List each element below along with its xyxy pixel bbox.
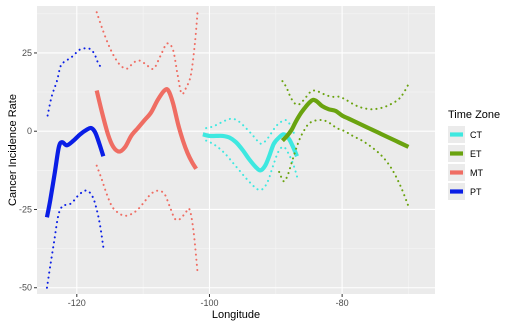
y-tick-label: 25 xyxy=(22,48,32,58)
y-tick-label: -25 xyxy=(19,204,32,214)
legend-label-et: ET xyxy=(470,149,482,159)
y-tick-label: -50 xyxy=(19,283,32,293)
series-pt-lower-bound xyxy=(45,189,105,289)
legend-label-ct: CT xyxy=(470,130,482,140)
legend-label-mt: MT xyxy=(470,168,483,178)
x-axis-ticks: -120 -100 -80 xyxy=(68,294,349,308)
grid-major xyxy=(37,6,435,294)
series-ct-upper-bound xyxy=(205,117,296,145)
series-et-fit-line xyxy=(280,97,410,149)
series-mt-upper-bound xyxy=(95,11,199,96)
x-tick-label: -80 xyxy=(336,298,349,308)
series-et-lower-bound xyxy=(278,118,410,208)
legend-title: Time Zone xyxy=(448,109,500,121)
x-tick-label: -120 xyxy=(68,298,86,308)
series-pt-fit-line xyxy=(44,125,106,218)
y-tick-label: 0 xyxy=(27,126,32,136)
x-axis-title: Longitude xyxy=(212,309,260,321)
series-ct-lower-bound xyxy=(205,139,299,191)
series-et-upper-bound xyxy=(281,80,410,111)
legend: Time Zone CT ET MT PT xyxy=(448,109,500,200)
series-ct-fit-line xyxy=(202,132,299,173)
legend-label-pt: PT xyxy=(470,187,482,197)
series-mt-fit-line xyxy=(94,87,198,170)
series-pt-upper-bound xyxy=(46,47,105,117)
y-axis-title: Cancer Incidence Rate xyxy=(7,94,19,206)
grid-minor xyxy=(37,6,435,294)
x-tick-label: -100 xyxy=(200,298,218,308)
series-layer xyxy=(44,11,410,289)
y-axis-ticks: -50 -25 0 25 xyxy=(19,48,37,293)
panel-background xyxy=(37,6,435,294)
